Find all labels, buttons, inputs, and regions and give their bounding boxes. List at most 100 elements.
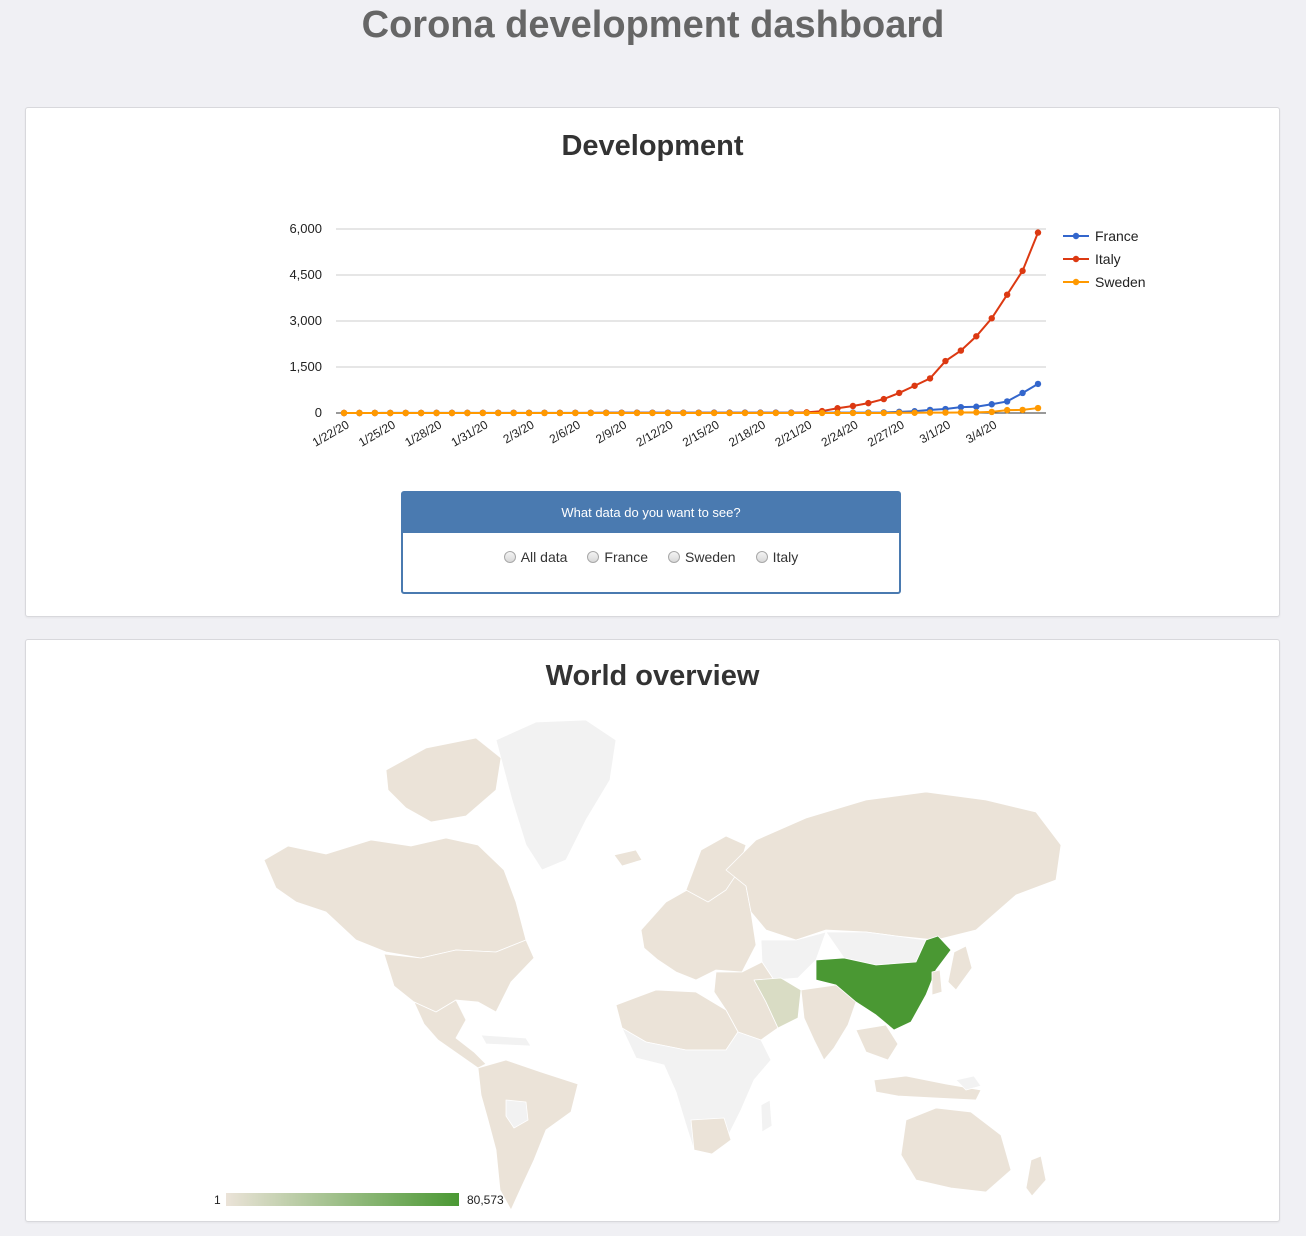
data-point-sweden: [926, 409, 934, 416]
radio-circle-icon[interactable]: [668, 551, 680, 563]
data-point-sweden: [834, 409, 841, 417]
map-region-png[interactable]: [955, 1075, 982, 1091]
data-point-sweden: [865, 409, 872, 417]
data-point-sweden: [988, 408, 995, 416]
data-point-sweden: [803, 409, 810, 417]
data-point-italy: [880, 395, 887, 403]
x-tick-label: 3/1/20: [917, 417, 953, 446]
data-point-italy: [911, 382, 918, 389]
radio-sweden[interactable]: Sweden: [668, 549, 736, 565]
legend-max-label: 80,573: [467, 1193, 504, 1207]
x-tick-label: 1/25/20: [356, 417, 398, 449]
data-point-sweden: [973, 409, 980, 416]
map-region-china[interactable]: [815, 935, 952, 1031]
data-point-italy: [834, 405, 841, 412]
map-region-india[interactable]: [800, 984, 857, 1061]
map-region-southeast-asia[interactable]: [855, 1024, 899, 1061]
data-point-sweden: [757, 409, 764, 417]
map-region-caribbean[interactable]: [480, 1034, 532, 1047]
data-point-sweden: [525, 409, 533, 417]
radio-sweden-label: Sweden: [685, 549, 736, 565]
map-region-indonesia[interactable]: [873, 1075, 982, 1101]
data-point-sweden: [495, 409, 502, 417]
data-point-sweden: [448, 409, 456, 417]
map-region-mexico[interactable]: [413, 999, 487, 1069]
radio-all-data-label: All data: [520, 549, 568, 565]
map-region-australia[interactable]: [900, 1107, 1012, 1193]
map-region-africa[interactable]: [621, 1027, 772, 1153]
series-line-france: [344, 383, 1039, 414]
radio-france-label: France: [604, 549, 648, 565]
map-region-new-zealand[interactable]: [1025, 1155, 1047, 1197]
map-region-greenland[interactable]: [495, 719, 617, 871]
map-region-arctic-islands[interactable]: [385, 737, 502, 823]
legend-label: Sweden: [1095, 274, 1146, 290]
radio-circle-icon[interactable]: [503, 551, 516, 563]
data-point-sweden: [880, 409, 887, 417]
radio-circle-icon[interactable]: [587, 551, 600, 563]
map-region-canada-alaska[interactable]: [263, 837, 527, 959]
x-tick-label: 2/21/20: [772, 417, 814, 449]
data-point-sweden: [849, 409, 857, 417]
x-tick-label: 3/4/20: [963, 417, 999, 446]
map-region-korea[interactable]: [931, 969, 943, 996]
series-line-italy: [344, 232, 1039, 414]
radio-all-data[interactable]: All data: [503, 549, 568, 565]
radio-circle-icon[interactable]: [755, 551, 768, 563]
data-point-sweden: [633, 409, 641, 417]
data-point-italy: [1034, 229, 1042, 236]
data-point-sweden: [572, 409, 579, 417]
data-point-italy: [1019, 267, 1026, 275]
data-point-sweden: [541, 409, 548, 417]
world-map: 1 80,573: [214, 719, 1062, 1211]
data-point-sweden: [710, 409, 718, 417]
data-point-france: [1034, 380, 1042, 388]
data-point-sweden: [479, 409, 486, 417]
map-region-south-america[interactable]: [477, 1059, 579, 1211]
development-line-chart: 0 1,500 3,000 4,500 6,000 1/22/20 1/25/20 1/28/…: [289, 221, 1146, 450]
y-tick-label: 6,000: [289, 221, 322, 236]
data-point-sweden: [602, 409, 610, 417]
map-region-iran[interactable]: [753, 977, 802, 1029]
data-point-italy: [942, 357, 949, 365]
x-tick-label: 1/22/20: [310, 417, 352, 449]
y-tick-label: 0: [315, 405, 322, 420]
legend-marker: [1072, 278, 1080, 286]
x-tick-label: 2/27/20: [865, 417, 907, 449]
data-point-sweden: [726, 409, 733, 417]
map-region-south-america-none[interactable]: [505, 1099, 529, 1129]
data-point-italy: [988, 315, 995, 322]
data-point-sweden: [664, 409, 672, 417]
legend-marker: [1072, 255, 1080, 263]
data-point-sweden: [741, 409, 749, 417]
data-point-sweden: [788, 409, 795, 417]
map-region-madagascar[interactable]: [760, 1099, 773, 1133]
radio-france[interactable]: France: [587, 549, 648, 565]
radio-italy[interactable]: Italy: [755, 549, 799, 565]
map-region-japan[interactable]: [947, 945, 973, 991]
data-point-sweden: [556, 409, 564, 417]
map-region-russia[interactable]: [725, 791, 1062, 941]
data-point-sweden: [896, 409, 903, 416]
data-point-sweden: [464, 409, 471, 417]
data-point-sweden: [417, 409, 425, 417]
development-title: Development: [561, 130, 744, 162]
map-region-south-africa[interactable]: [690, 1117, 732, 1155]
data-point-sweden: [587, 409, 594, 417]
data-point-sweden: [818, 409, 826, 417]
data-point-sweden: [618, 409, 625, 417]
world-overview-title: World overview: [545, 660, 760, 692]
radio-italy-label: Italy: [772, 549, 799, 565]
data-point-italy: [1003, 291, 1011, 298]
data-point-sweden: [649, 409, 656, 417]
data-selector-heading: What data do you want to see?: [403, 493, 899, 533]
data-point-italy: [973, 333, 980, 340]
x-tick-label: 2/6/20: [547, 417, 583, 446]
x-tick-label: 1/28/20: [402, 417, 444, 449]
map-region-iceland[interactable]: [613, 849, 643, 867]
x-tick-label: 2/12/20: [634, 417, 676, 449]
data-point-sweden: [510, 409, 517, 417]
map-color-legend: 1 80,573: [214, 1193, 504, 1207]
x-tick-label: 2/3/20: [501, 417, 537, 446]
data-selector-panel: What data do you want to see? All data F…: [401, 491, 901, 594]
